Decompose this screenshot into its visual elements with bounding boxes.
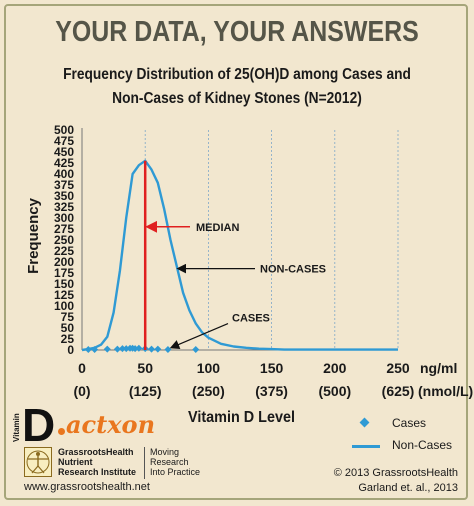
- y-tick-label: 400: [54, 167, 74, 181]
- logo-dot-icon: [58, 428, 65, 435]
- y-tick-label: 275: [54, 222, 74, 236]
- y-tick-label: 125: [54, 288, 74, 302]
- y-tick-label: 300: [54, 211, 74, 225]
- org-line-2: Nutrient: [58, 457, 93, 467]
- series-cases-point: [118, 345, 126, 353]
- series-cases-point: [122, 345, 130, 353]
- vitruvian-man-icon: [24, 447, 52, 477]
- series-cases-point: [164, 346, 172, 354]
- grassroots-health-logo: GrassrootsHealth Nutrient Research Insti…: [24, 447, 244, 481]
- x-tick-label-secondary: (500): [318, 383, 351, 399]
- x-axis-label: Vitamin D Level: [188, 409, 295, 426]
- copyright: © 2013 GrassrootsHealth Garland et. al.,…: [334, 466, 458, 496]
- logo-d-letter: D: [22, 399, 56, 451]
- y-tick-label: 0: [67, 343, 74, 357]
- outer-frame: [4, 4, 468, 500]
- logo-divider: [144, 447, 145, 479]
- x-tick-label: 0: [78, 360, 86, 376]
- y-tick-label: 250: [54, 233, 74, 247]
- x-tick-label: 200: [323, 360, 347, 376]
- org-tagline: Moving Research Into Practice: [150, 447, 200, 477]
- x-axis-ticks: 0 (0) 50 (125) 100 (250) 150 (375) 200 (500) 250 (6…: [73, 360, 414, 399]
- cases-annotation: CASES: [232, 313, 270, 325]
- y-tick-label: 350: [54, 189, 74, 203]
- y-tick-label: 425: [54, 156, 74, 170]
- copyright-line-2: Garland et. al., 2013: [358, 482, 458, 494]
- chart-title-line-1: Frequency Distribution of 25(OH)D among …: [63, 66, 411, 83]
- y-tick-label: 150: [54, 277, 74, 291]
- series-cases-point: [91, 346, 99, 354]
- y-tick-label: 75: [61, 310, 75, 324]
- annotations-layer: MEDIAN NON-CASES CASES: [145, 220, 326, 349]
- cases-arrow: [169, 323, 229, 349]
- x-tick-label-secondary: (250): [192, 383, 225, 399]
- y-tick-label: 100: [54, 299, 74, 313]
- series-cases-point: [103, 345, 111, 353]
- series-cases-point: [84, 346, 92, 354]
- y-tick-label: 25: [61, 332, 75, 346]
- y-tick-label: 375: [54, 178, 74, 192]
- logo-action-text: actxon: [66, 410, 156, 439]
- y-tick-label: 475: [54, 134, 74, 148]
- y-tick-label: 225: [54, 244, 74, 258]
- series-cases-point: [192, 346, 200, 354]
- x-tick-label-secondary: (375): [255, 383, 288, 399]
- legend-label-non-cases: Non-Cases: [392, 438, 453, 452]
- median-annotation: MEDIAN: [196, 222, 239, 234]
- y-tick-label: 500: [54, 123, 74, 137]
- vitamin-d-action-logo: Vitamin D actxon: [12, 399, 172, 451]
- x-tick-label: 150: [260, 360, 284, 376]
- logo-vitamin-text: Vitamin: [12, 413, 21, 442]
- series-layer: [81, 159, 398, 354]
- series-cases-point: [148, 345, 156, 353]
- legend-label-cases: Cases: [392, 416, 427, 430]
- series-cases-point: [135, 344, 143, 352]
- org-name: GrassrootsHealth Nutrient Research Insti…: [58, 447, 136, 477]
- tagline-line-3: Into Practice: [150, 467, 201, 477]
- org-line-1: GrassrootsHealth: [58, 447, 134, 457]
- tagline-line-1: Moving: [150, 447, 180, 457]
- chart-title-line-2: Non-Cases of Kidney Stones (N=2012): [112, 90, 362, 107]
- y-tick-label: 450: [54, 145, 74, 159]
- x-tick-label: 50: [137, 360, 153, 376]
- x-tick-label: 100: [197, 360, 221, 376]
- x-unit-secondary: (nmol/L): [418, 383, 473, 399]
- y-tick-label: 175: [54, 266, 74, 280]
- headline: YOUR DATA, YOUR ANSWERS: [55, 16, 419, 48]
- chart-grid: [144, 130, 399, 350]
- series-cases-point: [113, 345, 121, 353]
- website-link[interactable]: www.grassrootshealth.net: [24, 481, 150, 493]
- x-tick-label-secondary: (0): [73, 383, 90, 399]
- y-axis-label: Frequency: [25, 197, 42, 274]
- x-tick-label-secondary: (125): [129, 383, 162, 399]
- x-tick-label-secondary: (625): [382, 383, 415, 399]
- y-axis-ticks: 0255075100125150175200225250275300325350…: [54, 123, 74, 357]
- non-cases-annotation: NON-CASES: [260, 264, 326, 276]
- x-unit-primary: ng/ml: [420, 360, 457, 376]
- y-tick-label: 325: [54, 200, 74, 214]
- series-cases-point: [154, 345, 162, 353]
- y-tick-label: 50: [61, 321, 75, 335]
- tagline-line-2: Research: [150, 457, 189, 467]
- line-marker-icon: [352, 445, 380, 448]
- copyright-line-1: © 2013 GrassrootsHealth: [333, 467, 458, 479]
- y-tick-label: 200: [54, 255, 74, 269]
- x-tick-label: 250: [386, 360, 410, 376]
- org-line-3: Research Institute: [58, 467, 137, 477]
